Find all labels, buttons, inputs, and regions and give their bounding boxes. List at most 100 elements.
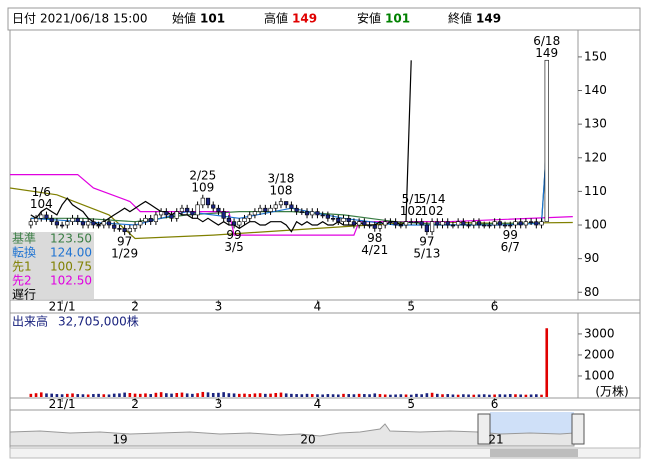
scrollbar-thumb[interactable]	[490, 449, 578, 457]
x-tick-label: 5	[407, 300, 415, 314]
y-tick-label: 1000	[584, 368, 615, 382]
volume-bar	[50, 393, 53, 397]
scrollbar[interactable]	[9, 447, 641, 459]
annotation-value: 99	[226, 228, 241, 242]
candle-body	[39, 214, 44, 219]
annotation-value: 97	[419, 235, 434, 249]
candle-body	[80, 221, 86, 226]
candle-body	[200, 197, 205, 206]
volume-bar	[508, 394, 512, 397]
legend-name: 遅行	[12, 288, 36, 302]
candle-body	[148, 217, 153, 222]
candle-body	[456, 221, 461, 226]
candle-body	[497, 221, 502, 226]
volume-bar	[274, 393, 278, 397]
candle-body	[65, 221, 70, 226]
volume-total: 32,705,000株	[58, 314, 139, 329]
volume-bar	[211, 393, 215, 397]
candle-body	[435, 221, 440, 226]
candle-body	[159, 211, 164, 216]
candle-body	[445, 221, 450, 226]
volume-bar	[545, 328, 549, 397]
navigator-label: 21	[488, 433, 503, 447]
candle-body	[310, 211, 315, 216]
volume-bar	[482, 394, 486, 397]
candle-body	[367, 224, 372, 227]
annotation-date: 6/7	[501, 240, 520, 254]
header-value: 101	[385, 12, 410, 26]
volume-bar	[227, 393, 231, 397]
candle-body	[44, 214, 49, 219]
volume-bar	[535, 394, 538, 397]
candle-body	[534, 221, 539, 226]
annotation-value: 98	[367, 231, 382, 245]
y-tick-label: 100	[584, 218, 607, 232]
candle-body	[247, 214, 252, 219]
candle-body	[169, 214, 174, 219]
candle-body	[424, 224, 429, 233]
candle-body	[195, 204, 200, 216]
candle-body	[471, 221, 476, 226]
candle-body	[482, 224, 487, 227]
annotation-date: 4/21	[361, 243, 388, 257]
candle-body	[383, 221, 388, 226]
volume-bar	[217, 392, 220, 397]
volume-bar	[425, 393, 429, 397]
volume-bar	[430, 392, 434, 397]
volume-bar	[185, 393, 189, 397]
candle-body	[492, 221, 497, 226]
candle-body	[60, 224, 65, 227]
candle-body	[143, 217, 148, 222]
volume-bar	[498, 394, 502, 397]
candle-body	[138, 221, 143, 226]
candle-body	[544, 59, 549, 222]
candle-body	[273, 204, 278, 209]
volume-bar	[321, 394, 324, 397]
candle-body	[174, 211, 179, 219]
annotation-date: 5/14	[419, 192, 446, 206]
candle-body	[419, 221, 424, 226]
volume-bar	[191, 393, 194, 397]
volume-bar	[269, 393, 272, 397]
volume-bar	[107, 394, 111, 397]
candle-body	[242, 217, 247, 222]
volume-bar	[524, 394, 528, 397]
volume-bar	[441, 394, 444, 397]
candle-body	[252, 211, 258, 216]
volume-bar	[514, 394, 517, 397]
candle-body	[28, 221, 33, 226]
candle-body	[122, 228, 127, 233]
volume-bar	[222, 392, 225, 397]
volume-bar	[446, 394, 450, 397]
y-tick-label: 140	[584, 83, 607, 97]
annotation-value: 102	[421, 204, 444, 218]
navigator-handle[interactable]	[571, 413, 585, 445]
candle-body	[211, 204, 216, 209]
volume-bar	[86, 394, 90, 397]
header-value: 149	[476, 12, 501, 26]
x-tick-label: 3	[215, 300, 223, 314]
volume-bar	[363, 394, 366, 397]
volume-bar	[97, 393, 100, 397]
volume-bar	[253, 393, 257, 397]
candle-body	[86, 221, 91, 226]
candle-body	[414, 221, 419, 223]
candle-body	[221, 211, 226, 219]
header-label: 日付	[12, 12, 36, 26]
candle-body	[268, 207, 273, 212]
volume-bar	[71, 393, 74, 397]
x-tick-label: 6	[491, 397, 499, 411]
candle-body	[185, 207, 190, 212]
volume-bar	[144, 393, 147, 397]
volume-bar	[373, 393, 377, 397]
volume-bar	[112, 393, 116, 397]
volume-bar	[305, 393, 309, 397]
annotation-value: 149	[535, 46, 558, 60]
annotation-value: 108	[270, 184, 293, 198]
candle-body	[518, 221, 523, 226]
candle-body	[377, 224, 383, 229]
navigator-handle[interactable]	[477, 413, 491, 445]
candle-body	[237, 221, 242, 226]
candle-body	[388, 221, 393, 223]
y-tick-label: 3000	[584, 326, 615, 340]
